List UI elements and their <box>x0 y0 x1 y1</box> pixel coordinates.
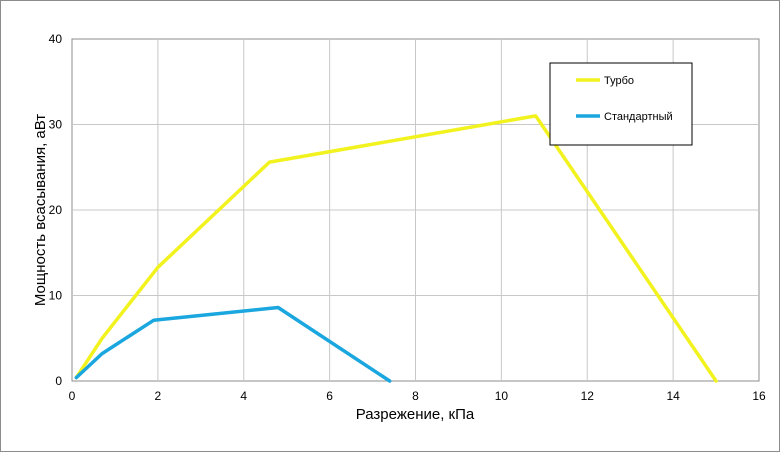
x-axis-title: Разрежение, кПа <box>356 406 475 423</box>
series-lines <box>74 114 718 383</box>
legend-label-turbo: Турбо <box>604 75 634 87</box>
legend-box <box>549 62 693 146</box>
y-axis-title: Мощность всасывания, аВт <box>32 114 49 306</box>
tick-labels: 0 2 4 6 8 10 12 14 16 0 10 20 30 40 <box>49 32 766 403</box>
x-tick-label: 16 <box>752 389 766 403</box>
x-tick-label: 14 <box>666 389 680 403</box>
gridlines <box>72 39 759 381</box>
y-tick-label: 20 <box>49 203 63 217</box>
x-tick-label: 0 <box>69 389 76 403</box>
x-tick-label: 4 <box>240 389 247 403</box>
y-tick-label: 30 <box>49 118 63 132</box>
legend-label-standard: Стандартный <box>604 111 673 123</box>
x-tick-label: 8 <box>412 389 419 403</box>
x-tick-label: 2 <box>155 389 162 403</box>
series-line-turbo <box>74 114 718 383</box>
y-tick-label: 0 <box>55 374 62 388</box>
x-tick-label: 6 <box>326 389 333 403</box>
y-tick-label: 10 <box>49 289 63 303</box>
series-line-standard <box>74 305 392 383</box>
y-tick-label: 40 <box>49 32 63 46</box>
x-tick-label: 12 <box>581 389 595 403</box>
x-tick-label: 10 <box>495 389 509 403</box>
legend: Турбо Стандартный <box>549 62 693 146</box>
